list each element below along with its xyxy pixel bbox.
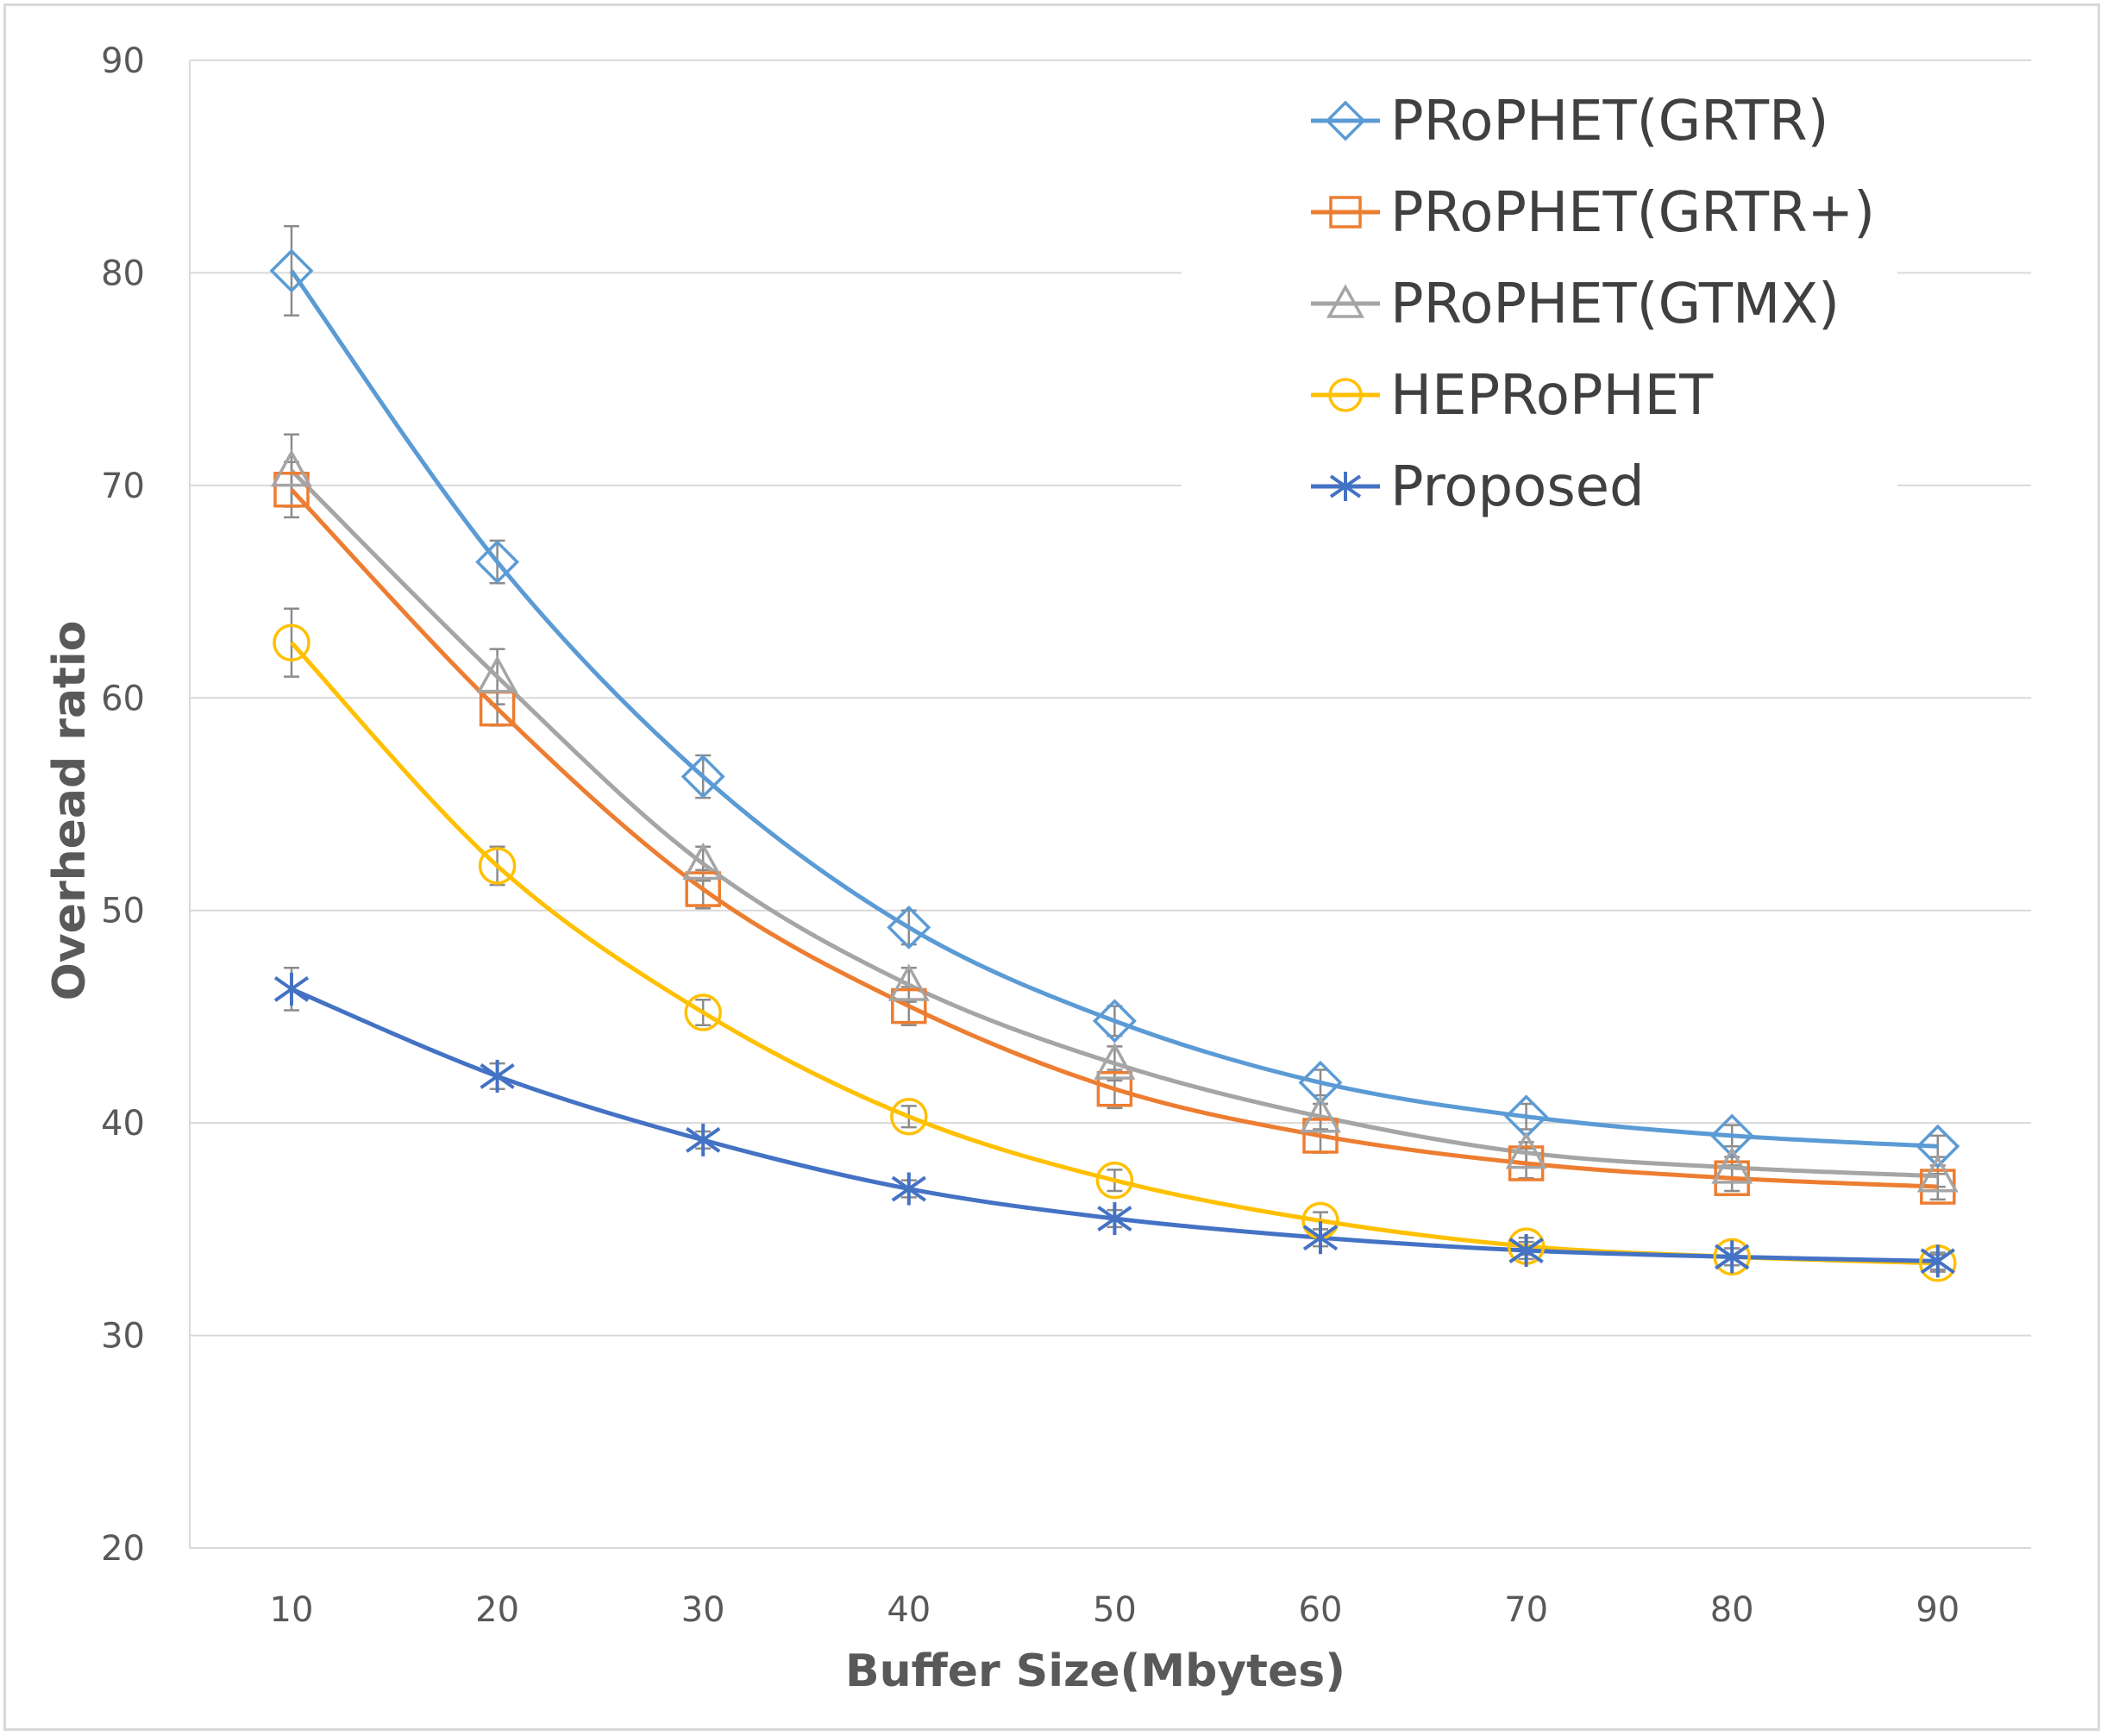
data-point-heprophet xyxy=(1713,1238,1751,1276)
x-tick-label: 20 xyxy=(475,1590,519,1630)
y-tick-label: 50 xyxy=(101,892,145,931)
x-tick-label: 60 xyxy=(1299,1590,1343,1630)
data-point-heprophet xyxy=(890,1098,928,1136)
data-point-heprophet xyxy=(273,624,310,661)
data-point-prophet-grtr xyxy=(1709,1113,1754,1158)
y-tick-label: 20 xyxy=(101,1529,145,1569)
data-point-proposed xyxy=(1097,1202,1132,1236)
legend-marker xyxy=(1329,472,1362,501)
legend: PRoPHET(GRTR) PRoPHET(GRTR+) PRoPHET(GTMX)… xyxy=(1311,90,1875,519)
data-point-proposed xyxy=(273,972,310,1006)
x-tick-label: 70 xyxy=(1504,1590,1548,1630)
y-axis-title: Overhead ratio xyxy=(44,621,96,1001)
x-tick-label: 10 xyxy=(270,1590,314,1630)
data-point-prophet-gtmx xyxy=(476,655,518,693)
x-tick-label: 80 xyxy=(1710,1590,1754,1630)
data-point-prophet-gtmx xyxy=(1300,1095,1341,1133)
legend-label: PRoPHET(GRTR) xyxy=(1390,90,1829,154)
data-point-prophet-grtr xyxy=(680,754,725,799)
data-point-prophet-gtmx xyxy=(1094,1042,1136,1080)
y-tick-label: 90 xyxy=(101,41,145,81)
data-point-prophet-grtr xyxy=(1298,1060,1343,1105)
y-tick-label: 60 xyxy=(101,679,145,718)
data-point-prophet-grtr xyxy=(1916,1124,1960,1169)
data-markers xyxy=(269,248,1960,1282)
data-point-prophet-grtr xyxy=(1096,1070,1133,1107)
y-tick-label: 80 xyxy=(101,254,145,293)
y-tick-label: 70 xyxy=(101,467,145,506)
series-line-prophet-grtr xyxy=(289,269,1938,1149)
data-point-proposed xyxy=(1715,1240,1750,1274)
y-tick-label: 30 xyxy=(101,1317,145,1357)
x-tick-label: 30 xyxy=(681,1590,725,1630)
legend-item-prophet-gtmx: PRoPHET(GTMX) xyxy=(1311,273,1840,336)
data-point-prophet-grtr xyxy=(269,248,314,293)
legend-item-prophet-grtr: PRoPHET(GRTR+) xyxy=(1311,181,1875,245)
data-point-prophet-gtmx xyxy=(1505,1131,1547,1169)
data-point-proposed xyxy=(1508,1234,1544,1267)
legend-item-proposed: Proposed xyxy=(1311,455,1645,519)
data-point-heprophet xyxy=(478,847,517,885)
data-point-proposed xyxy=(686,1123,721,1156)
data-point-proposed xyxy=(1302,1221,1339,1255)
data-point-proposed xyxy=(891,1172,926,1206)
legend-marker xyxy=(1329,196,1362,229)
x-axis-ticks: 10 20 30 40 50 60 70 80 90 xyxy=(270,1590,1960,1630)
data-point-prophet-gtmx xyxy=(1916,1155,1959,1193)
legend-label: HEPRoPHET xyxy=(1390,364,1714,428)
legend-marker xyxy=(1326,284,1364,318)
legend-background xyxy=(1182,82,1897,530)
y-axis-ticks: 20 30 40 50 60 70 80 90 xyxy=(101,41,145,1569)
data-point-heprophet xyxy=(1095,1161,1134,1200)
legend-marker xyxy=(1325,100,1366,141)
legend-item-heprophet: HEPRoPHET xyxy=(1311,364,1714,428)
data-point-prophet-grtr xyxy=(273,472,310,508)
data-point-prophet-grtr xyxy=(685,871,721,907)
data-point-proposed xyxy=(1920,1244,1955,1278)
series-line-prophet-grtr xyxy=(290,488,1938,1189)
data-point-prophet-gtmx xyxy=(271,448,312,487)
data-point-prophet-grtr xyxy=(887,905,931,949)
x-axis-title: Buffer Size(Mbytes) xyxy=(845,1645,1345,1697)
y-tick-label: 40 xyxy=(101,1104,145,1144)
legend-label: PRoPHET(GTMX) xyxy=(1390,273,1840,336)
legend-label: PRoPHET(GRTR+) xyxy=(1390,181,1875,245)
data-point-prophet-grtr xyxy=(1092,999,1137,1043)
data-point-prophet-grtr xyxy=(1302,1118,1339,1154)
data-point-prophet-grtr xyxy=(475,540,520,585)
data-point-prophet-gtmx xyxy=(1711,1146,1753,1184)
legend-marker xyxy=(1328,378,1363,412)
x-tick-label: 40 xyxy=(887,1590,931,1630)
data-point-prophet-gtmx xyxy=(887,963,930,1001)
series-line-prophet-gtmx xyxy=(290,468,1938,1179)
x-tick-label: 90 xyxy=(1916,1590,1960,1630)
data-point-heprophet xyxy=(684,993,722,1031)
legend-item-prophet-grtr: PRoPHET(GRTR) xyxy=(1311,90,1829,154)
x-tick-label: 50 xyxy=(1093,1590,1137,1630)
legend-label: Proposed xyxy=(1390,455,1645,519)
data-point-prophet-grtr xyxy=(891,987,927,1025)
data-point-prophet-gtmx xyxy=(682,842,724,881)
data-point-proposed xyxy=(480,1059,515,1093)
